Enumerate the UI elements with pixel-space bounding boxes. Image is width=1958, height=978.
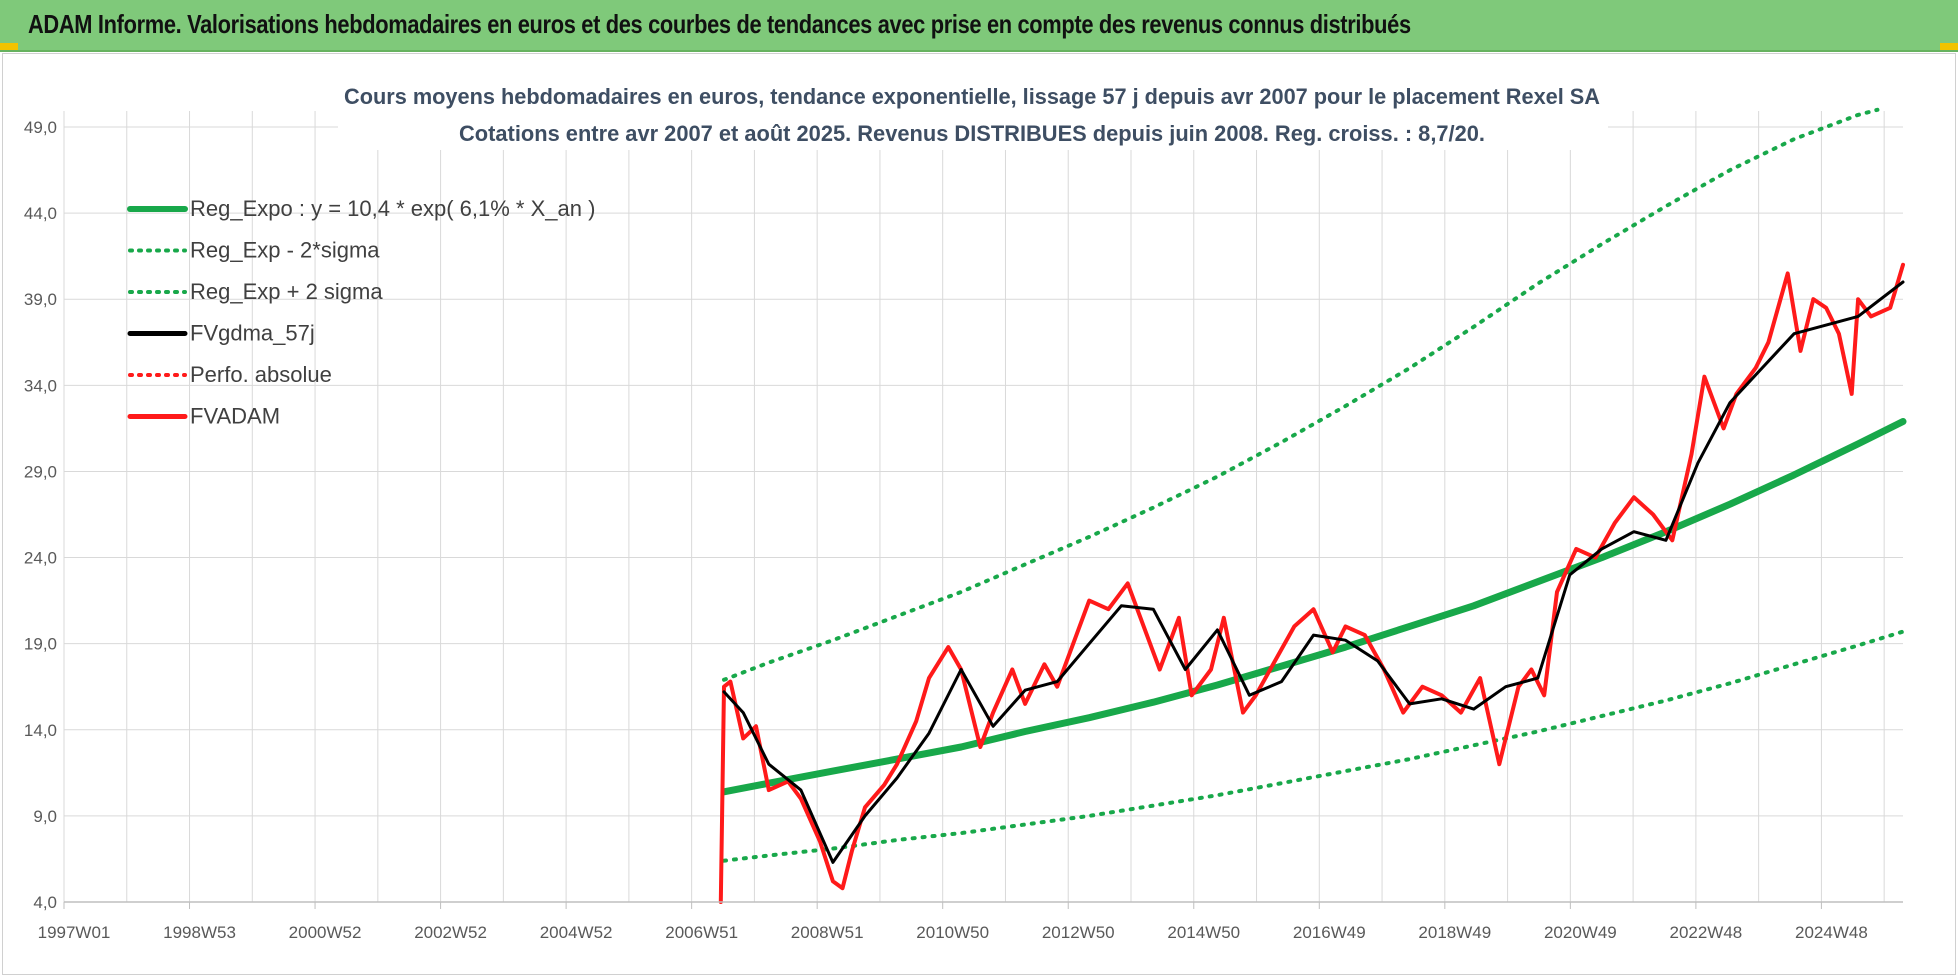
x-tick-label: 2022W48: [1669, 923, 1742, 942]
series-line: [722, 280, 1905, 864]
x-tick-label: 2016W49: [1293, 923, 1366, 942]
y-tick-label: 9,0: [33, 807, 57, 826]
legend-label: Reg_Expo : y = 10,4 * exp( 6,1% * X_an ): [190, 196, 595, 221]
y-tick-label: 29,0: [24, 462, 57, 481]
legend-label: FVgdma_57j: [190, 321, 315, 346]
x-tick-label: 2010W50: [916, 923, 989, 942]
x-tick-label: 1997W01: [38, 923, 111, 942]
x-tick-label: 2014W50: [1167, 923, 1240, 942]
series-line: [722, 107, 1880, 682]
axis-layer: 4,0 9,0 14,0 19,0 24,0 29,0 34,0 39,0 44,0 49,0 19…: [24, 118, 1903, 942]
chart-subtitle: Cotations entre avr 2007 et août 2025. R…: [459, 121, 1485, 146]
legend-label: Perfo. absolue: [190, 362, 332, 387]
x-tick-label: 1998W53: [163, 923, 236, 942]
banner-title: ADAM Informe. Valorisations hebdomadaire…: [28, 9, 1411, 39]
y-tick-label: 49,0: [24, 118, 57, 137]
series-line: [720, 418, 1907, 796]
y-tick-label: 39,0: [24, 290, 57, 309]
chart-title: Cours moyens hebdomadaires en euros, ten…: [344, 84, 1600, 109]
legend-label: Reg_Exp + 2 sigma: [190, 279, 383, 304]
corner-marker-left: [0, 43, 18, 50]
header-banner: ADAM Informe. Valorisations hebdomadaire…: [0, 0, 1958, 52]
y-tick-label: 24,0: [24, 549, 57, 568]
x-tick-label: 2004W52: [540, 923, 613, 942]
y-tick-label: 44,0: [24, 204, 57, 223]
y-tick-label: 19,0: [24, 635, 57, 654]
chart-frame: [2, 53, 1956, 975]
y-tick-label: 34,0: [24, 376, 57, 395]
legend-label: Reg_Exp - 2*sigma: [190, 238, 380, 263]
series-line: [722, 629, 1905, 863]
x-tick-label: 2008W51: [791, 923, 864, 942]
title-background: [338, 78, 1608, 150]
x-tick-label: 2024W48: [1795, 923, 1868, 942]
legend-label: FVADAM: [190, 404, 280, 429]
x-tick-label: 2006W51: [665, 923, 738, 942]
corner-marker-right: [1940, 43, 1958, 50]
legend: Reg_Expo : y = 10,4 * exp( 6,1% * X_an )…: [127, 196, 595, 429]
y-tick-label: 14,0: [24, 721, 57, 740]
x-tick-label: 2012W50: [1042, 923, 1115, 942]
x-tick-label: 2000W52: [289, 923, 362, 942]
x-tick-label: 2020W49: [1544, 923, 1617, 942]
series-layer: [718, 107, 1907, 904]
series-line: [718, 262, 1905, 904]
y-tick-label: 4,0: [33, 893, 57, 912]
x-tick-label: 2018W49: [1418, 923, 1491, 942]
x-tick-label: 2002W52: [414, 923, 487, 942]
